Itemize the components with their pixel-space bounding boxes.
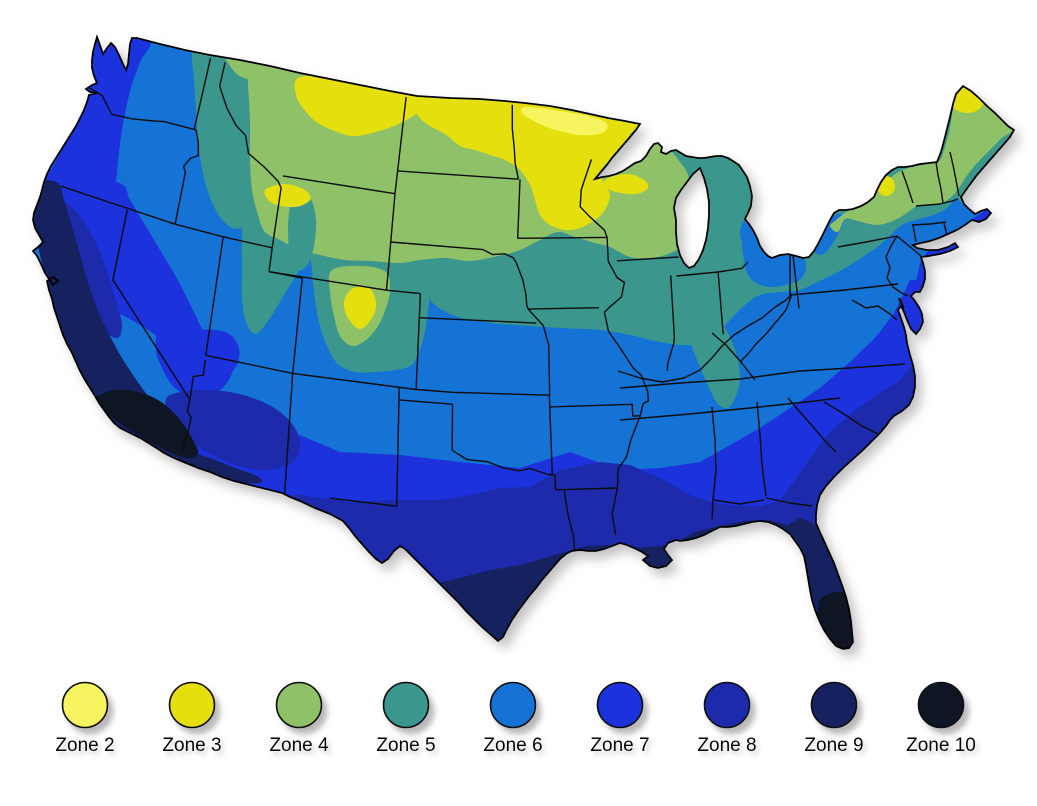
svg-text:Zone 2: Zone 2: [55, 735, 114, 756]
svg-text:Zone 10: Zone 10: [906, 735, 976, 756]
svg-text:Zone 5: Zone 5: [376, 735, 435, 756]
svg-text:Zone 7: Zone 7: [590, 735, 649, 756]
svg-text:Zone 4: Zone 4: [269, 735, 329, 756]
svg-text:Zone 3: Zone 3: [162, 735, 221, 756]
svg-text:Zone 9: Zone 9: [804, 735, 863, 756]
svg-text:Zone 8: Zone 8: [697, 735, 756, 756]
svg-text:Zone 6: Zone 6: [483, 735, 542, 756]
